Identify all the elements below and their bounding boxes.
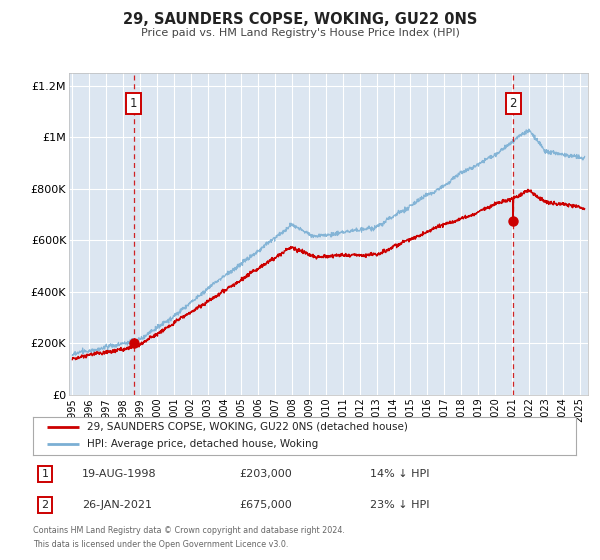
Text: £675,000: £675,000 bbox=[239, 500, 292, 510]
Text: This data is licensed under the Open Government Licence v3.0.: This data is licensed under the Open Gov… bbox=[33, 540, 289, 549]
Text: 2: 2 bbox=[509, 97, 517, 110]
Text: 1: 1 bbox=[41, 469, 49, 479]
Text: HPI: Average price, detached house, Woking: HPI: Average price, detached house, Woki… bbox=[88, 440, 319, 450]
Text: 29, SAUNDERS COPSE, WOKING, GU22 0NS (detached house): 29, SAUNDERS COPSE, WOKING, GU22 0NS (de… bbox=[88, 422, 408, 432]
Text: 29, SAUNDERS COPSE, WOKING, GU22 0NS: 29, SAUNDERS COPSE, WOKING, GU22 0NS bbox=[123, 12, 477, 27]
Text: 26-JAN-2021: 26-JAN-2021 bbox=[82, 500, 152, 510]
Text: 19-AUG-1998: 19-AUG-1998 bbox=[82, 469, 157, 479]
Text: 23% ↓ HPI: 23% ↓ HPI bbox=[370, 500, 429, 510]
Text: 14% ↓ HPI: 14% ↓ HPI bbox=[370, 469, 429, 479]
Text: Contains HM Land Registry data © Crown copyright and database right 2024.: Contains HM Land Registry data © Crown c… bbox=[33, 526, 345, 535]
Text: £203,000: £203,000 bbox=[239, 469, 292, 479]
Text: 1: 1 bbox=[130, 97, 137, 110]
Text: 2: 2 bbox=[41, 500, 49, 510]
Text: Price paid vs. HM Land Registry's House Price Index (HPI): Price paid vs. HM Land Registry's House … bbox=[140, 28, 460, 38]
